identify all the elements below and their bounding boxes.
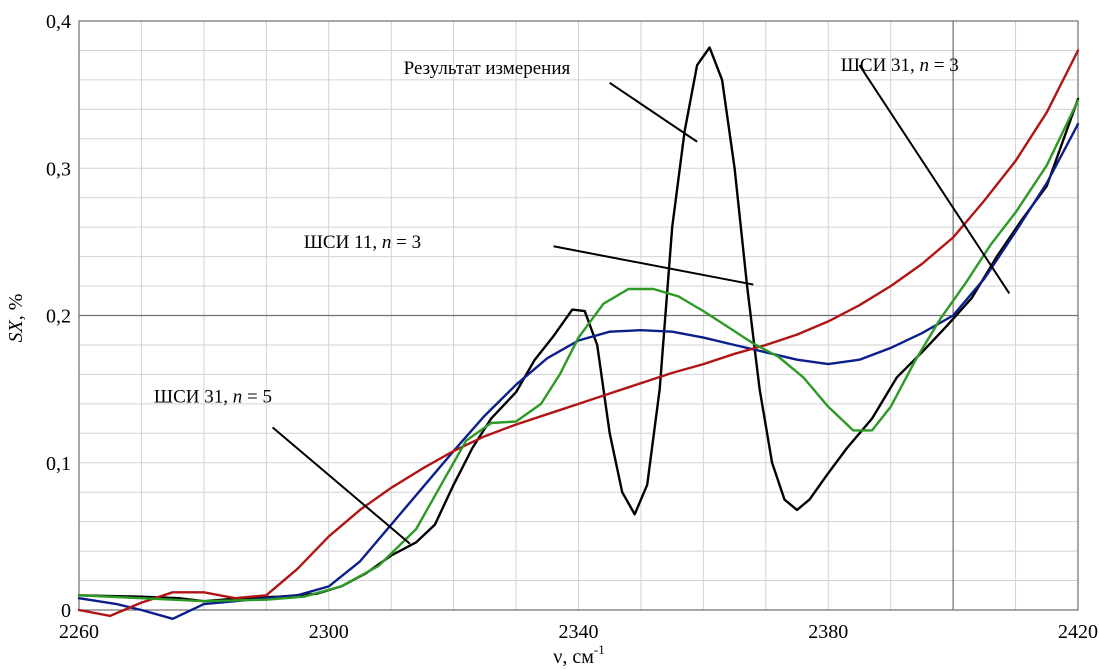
y-tick-label: 0,3 [46,158,71,180]
annotation-text: Результат измерения [404,58,571,79]
annotation-text-italic: n [233,386,243,407]
y-tick-label: 0 [61,600,71,622]
y-tick-label: 0,4 [46,11,71,33]
x-tick-label: 2300 [309,621,349,643]
annotation-leader-4 [271,426,411,545]
annotation-label-4: ШСИ 31, n = 5 [154,386,272,407]
grid [78,20,1079,611]
y-axis-label-italic: SX [5,319,27,342]
axis-ticks: 2260 2300 2340 2380 2420 0 0,1 0,2 0,3 0,4 [46,11,1098,643]
x-axis-label-superscript: -1 [594,642,605,657]
annotation-text: ШСИ 11, [304,232,382,253]
series-line-4 [77,99,1080,603]
annotation-text: = 3 [929,55,959,76]
x-tick-label: 2380 [808,621,848,643]
annotation-text-italic: n [382,232,392,253]
series-line-3 [77,49,1080,618]
annotation-text: ШСИ 31, [841,55,920,76]
x-tick-label: 2420 [1058,621,1098,643]
annotation-text: ШСИ 31, [154,386,233,407]
annotation-text-italic: n [920,55,930,76]
x-tick-label: 2260 [59,621,99,643]
plot-area [77,46,1080,620]
annotation-label-1: Результат измерения [404,58,571,79]
x-tick-label: 2340 [559,621,599,643]
x-axis-label-text: ν, см [553,646,594,668]
annotation-label-2: ШСИ 31, n = 3 [841,55,959,76]
y-axis-label-rest: , % [5,294,27,321]
annotation-label-3: ШСИ 11, n = 3 [304,232,421,253]
y-axis-label: SX, % [5,294,27,343]
annotation-leader-2 [858,64,1011,294]
y-tick-label: 0,1 [46,453,71,475]
annotation-text: = 3 [391,232,421,253]
annotation-leader-3 [553,245,754,286]
x-axis-label: ν, см-1 [553,642,604,668]
y-tick-label: 0,2 [46,306,71,328]
annotation-leader-1 [609,82,698,143]
plot-frame [78,20,1079,611]
annotation-text: = 5 [242,386,272,407]
